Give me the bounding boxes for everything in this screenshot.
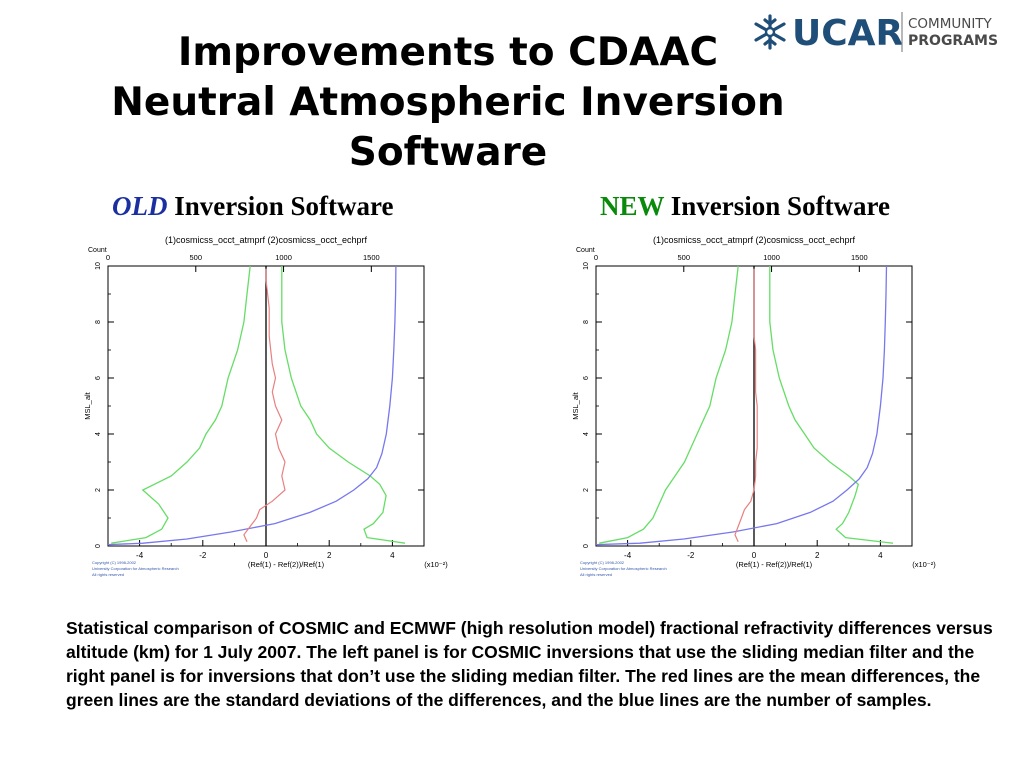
c0-std-right-line (281, 266, 406, 544)
c1-y-tick-label-2: 4 (583, 432, 590, 436)
old-inversion-chart: -4 -2 0 2 4 0 500 1000 1500 0 2 4 6 8 10 (1)cosmicss_oc… (83, 235, 448, 577)
c0-x-tick-label-1: -2 (199, 551, 207, 560)
logo-community: COMMUNITY (908, 16, 993, 32)
c0-copyright-line-1: University Corporation for Atmospheric R… (92, 566, 179, 571)
new-panel-heading: NEW Inversion Software (600, 190, 890, 222)
c0-x-tick-label-2: 0 (264, 551, 269, 560)
c1-top-tick-label-2: 1000 (763, 253, 780, 262)
c0-chart-title: (1)cosmicss_occt_atmprf (2)cosmicss_occt… (165, 235, 368, 245)
slide-title-line-1: Improvements to CDAAC (177, 30, 719, 75)
c1-top-tick-label-1: 500 (678, 253, 691, 262)
c1-y-tick-label-5: 10 (583, 262, 590, 270)
c0-x-multiplier-label: (x10⁻²) (424, 560, 448, 569)
c0-mean-line (243, 268, 286, 543)
logo-programs: PROGRAMS (908, 33, 998, 49)
old-keyword: OLD (112, 191, 168, 221)
c0-top-tick-label-0: 0 (106, 253, 110, 262)
c0-copyright-line-2: All rights reserved (92, 572, 124, 577)
c1-mean-line (734, 268, 758, 543)
c1-top-tick-label-0: 0 (594, 253, 598, 262)
c0-std-left-line (111, 265, 251, 544)
c0-y-tick-label-3: 6 (95, 376, 102, 380)
c0-copyright-line-0: Copyright (C) 1998-2002 (92, 560, 137, 565)
c0-y-tick-label-4: 8 (95, 320, 102, 324)
old-panel-heading: OLD Inversion Software (112, 190, 394, 222)
c1-y-tick-label-3: 6 (583, 376, 590, 380)
c1-x-axis-label: (Ref(1) - Ref(2))/Ref(1) (736, 560, 813, 569)
c1-std-left-line (599, 265, 739, 544)
c1-std-right-line (769, 266, 894, 544)
c1-x-tick-label-0: -4 (624, 551, 632, 560)
slide-title-line-2: Neutral Atmospheric Inversion (111, 80, 785, 125)
c0-x-tick-label-4: 4 (390, 551, 395, 560)
c0-x-tick-label-0: -4 (136, 551, 144, 560)
c0-count-line (107, 265, 397, 546)
figure-caption: Statistical comparison of COSMIC and ECM… (66, 618, 993, 710)
slide-title: Improvements to CDAAC Neutral Atmospheri… (60, 28, 836, 178)
c1-top-tick-label-3: 1500 (851, 253, 868, 262)
logo-mark: UCAR (792, 13, 903, 54)
c0-x-tick-label-3: 2 (327, 551, 332, 560)
c1-copyright-line-2: All rights reserved (580, 572, 612, 577)
c1-count-label: Count (576, 247, 595, 254)
c0-y-tick-label-1: 2 (95, 488, 102, 492)
c1-chart-title: (1)cosmicss_occt_atmprf (2)cosmicss_occt… (653, 235, 856, 245)
new-heading-rest: Inversion Software (670, 191, 891, 221)
c0-top-tick-label-1: 500 (190, 253, 203, 262)
c1-x-multiplier-label: (x10⁻²) (912, 560, 936, 569)
c0-top-tick-label-3: 1500 (363, 253, 380, 262)
old-heading-rest: Inversion Software (174, 191, 394, 221)
c1-copyright-line-1: University Corporation for Atmospheric R… (580, 566, 667, 571)
new-inversion-chart: -4 -2 0 2 4 0 500 1000 1500 0 2 4 6 8 10 (1)cosmicss_oc… (571, 235, 936, 577)
c1-x-tick-label-3: 2 (815, 551, 820, 560)
c0-y-tick-label-5: 10 (95, 262, 102, 270)
c1-y-tick-label-0: 0 (583, 544, 590, 548)
c0-top-tick-label-2: 1000 (275, 253, 292, 262)
c0-y-axis-label: MSL_alt (83, 391, 92, 419)
c1-y-axis-label: MSL_alt (571, 391, 580, 419)
c1-count-line (595, 265, 888, 546)
new-keyword: NEW (600, 191, 665, 221)
c0-y-tick-label-0: 0 (95, 544, 102, 548)
snowflake-icon (754, 14, 786, 50)
c1-y-tick-label-1: 2 (583, 488, 590, 492)
c1-x-tick-label-4: 4 (878, 551, 883, 560)
ucar-logo: UCAR COMMUNITY PROGRAMS (754, 12, 998, 54)
c0-count-label: Count (88, 247, 107, 254)
slide-title-line-3: Software (348, 130, 548, 175)
c1-x-tick-label-1: -2 (687, 551, 695, 560)
c0-y-tick-label-2: 4 (95, 432, 102, 436)
c1-copyright-line-0: Copyright (C) 1998-2002 (580, 560, 625, 565)
c1-y-tick-label-4: 8 (583, 320, 590, 324)
c1-x-tick-label-2: 0 (752, 551, 757, 560)
c0-x-axis-label: (Ref(1) - Ref(2))/Ref(1) (248, 560, 325, 569)
